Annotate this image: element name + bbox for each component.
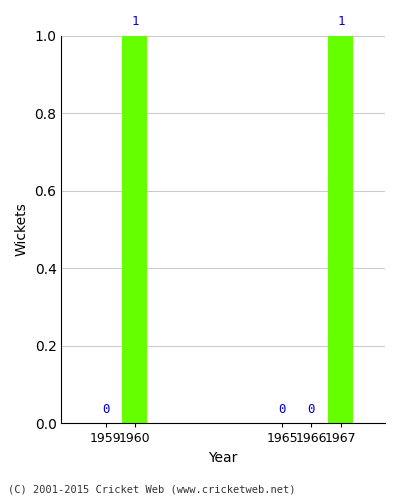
Bar — [122, 36, 148, 424]
Bar — [328, 36, 353, 424]
Y-axis label: Wickets: Wickets — [15, 202, 29, 256]
Text: 1: 1 — [131, 15, 139, 28]
Text: 0: 0 — [102, 402, 109, 415]
Text: 0: 0 — [308, 402, 315, 415]
X-axis label: Year: Year — [208, 451, 238, 465]
Text: 1: 1 — [337, 15, 345, 28]
Text: (C) 2001-2015 Cricket Web (www.cricketweb.net): (C) 2001-2015 Cricket Web (www.cricketwe… — [8, 485, 296, 495]
Text: 0: 0 — [278, 402, 286, 415]
